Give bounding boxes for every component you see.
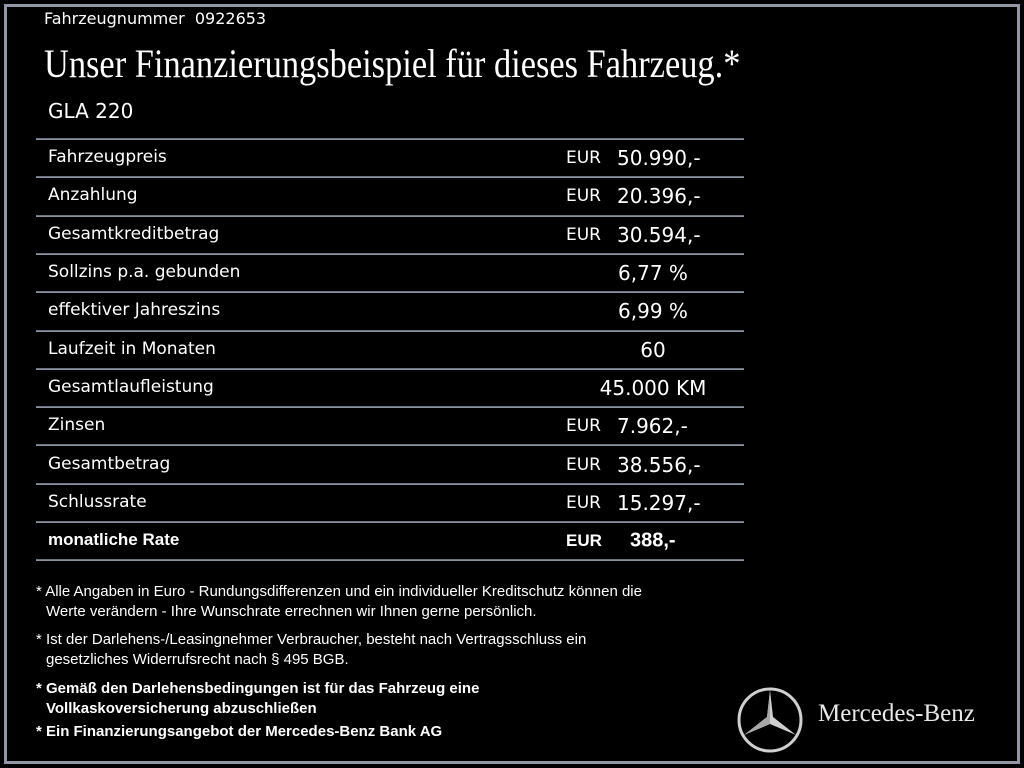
row-currency: EUR — [566, 186, 601, 207]
footnote: * Alle Angaben in Euro - Rundungsdiffere… — [36, 582, 642, 622]
row-currency: EUR — [566, 148, 601, 169]
row-currency: EUR — [566, 224, 601, 245]
row-line — [36, 406, 744, 408]
row-value: 7.962,- — [617, 414, 688, 439]
row-label: Gesamtlaufleistung — [48, 376, 214, 397]
footnote-line: Werte verändern - Ihre Wunschrate errech… — [36, 602, 642, 622]
row-line — [36, 444, 744, 446]
row-label: effektiver Jahreszins — [48, 300, 221, 321]
footnote-text: Werte verändern - Ihre Wunschrate errech… — [46, 603, 537, 620]
row-line — [36, 368, 744, 370]
footnote-marker: * — [36, 680, 42, 697]
row-line — [36, 138, 744, 140]
vehicle-number-line: Fahrzeugnummer 0922653 — [44, 9, 266, 28]
row-label: Zinsen — [48, 415, 106, 436]
row-line — [36, 521, 744, 523]
row-value: 6,99 % — [618, 299, 688, 324]
vehicle-number-label: Fahrzeugnummer — [44, 9, 185, 28]
row-value: 20.396,- — [617, 184, 701, 209]
footnote-marker: * — [36, 723, 42, 740]
frame — [4, 4, 1020, 764]
footnote: * Ist der Darlehens-/Leasingnehmer Verbr… — [36, 630, 586, 670]
row-value: 388,- — [630, 529, 676, 552]
row-label: Anzahlung — [48, 185, 138, 206]
footnote-text: Ist der Darlehens-/Leasingnehmer Verbrau… — [46, 631, 587, 648]
row-currency: EUR — [566, 531, 602, 551]
brand-name: Mercedes-Benz — [818, 700, 975, 727]
footnote-text: gesetzliches Widerrufsrecht nach § 495 B… — [46, 651, 349, 668]
row-label: Laufzeit in Monaten — [48, 338, 216, 359]
footnote-line: * Ist der Darlehens-/Leasingnehmer Verbr… — [36, 630, 586, 650]
row-value: 15.297,- — [617, 490, 701, 515]
footnote-text: Vollkaskoversicherung abzuschließen — [46, 700, 317, 717]
row-value: 60 — [640, 337, 666, 362]
row-line — [36, 215, 744, 217]
row-currency: EUR — [566, 492, 601, 513]
row-currency: EUR — [566, 454, 601, 475]
row-label: Fahrzeugpreis — [48, 147, 167, 168]
row-value: 30.594,- — [617, 222, 701, 247]
footnote-line: gesetzliches Widerrufsrecht nach § 495 B… — [36, 650, 586, 670]
footnote-text: Gemäß den Darlehensbedingungen ist für d… — [46, 680, 480, 697]
row-line — [36, 176, 744, 178]
row-value: 6,77 % — [618, 261, 688, 286]
footnote: * Ein Finanzierungsangebot der Mercedes-… — [36, 722, 442, 742]
footnote-line: * Alle Angaben in Euro - Rundungsdiffere… — [36, 582, 642, 602]
footnote-line: * Ein Finanzierungsangebot der Mercedes-… — [36, 722, 442, 742]
footnote-text: Alle Angaben in Euro - Rundungsdifferenz… — [45, 583, 642, 600]
row-value: 45.000 KM — [599, 375, 707, 400]
footnote-line: * Gemäß den Darlehensbedingungen ist für… — [36, 679, 479, 699]
row-label: Gesamtkreditbetrag — [48, 223, 220, 244]
row-line — [36, 483, 744, 485]
row-line — [36, 330, 744, 332]
row-label: Gesamtbetrag — [48, 453, 171, 474]
row-line — [36, 291, 744, 293]
row-line — [36, 253, 744, 255]
title: Unser Finanzierungsbeispiel für dieses F… — [44, 41, 741, 86]
footnote-marker: * — [36, 583, 42, 600]
row-value: 38.556,- — [617, 452, 701, 477]
footnote-line: Vollkaskoversicherung abzuschließen — [36, 699, 479, 719]
footnote-marker: * — [36, 631, 42, 648]
row-line — [36, 559, 744, 561]
vehicle-number: 0922653 — [194, 9, 267, 28]
row-label: Schlussrate — [48, 491, 147, 512]
model: GLA 220 — [48, 99, 134, 123]
footnote: * Gemäß den Darlehensbedingungen ist für… — [36, 679, 479, 719]
brand-logo — [737, 687, 803, 753]
footnote-text: Ein Finanzierungsangebot der Mercedes-Be… — [46, 723, 443, 740]
row-label: monatliche Rate — [48, 530, 180, 550]
row-label: Sollzins p.a. gebunden — [48, 262, 241, 283]
row-currency: EUR — [566, 416, 601, 437]
row-value: 50.990,- — [617, 146, 701, 171]
